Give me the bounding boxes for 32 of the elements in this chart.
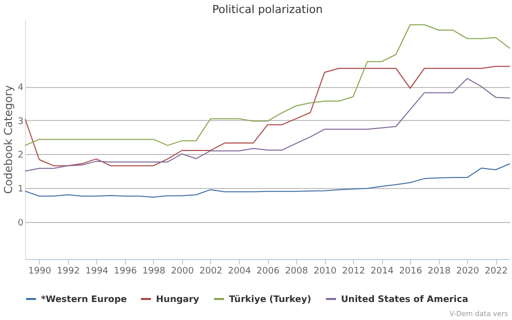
x-tick-label: 2022 [484, 266, 508, 276]
x-tick-label: 1998 [142, 266, 166, 276]
y-tick-label: 0 [18, 218, 24, 228]
line-series [25, 78, 510, 172]
line-series [25, 163, 510, 198]
legend-label: *Western Europe [41, 295, 127, 305]
x-tick-label: 1990 [28, 266, 52, 276]
line-series [25, 24, 510, 146]
x-tick-label: 1994 [85, 266, 109, 276]
x-tick-label: 2010 [314, 266, 337, 276]
x-tick-label: 2008 [285, 266, 308, 276]
y-tick-label: 2 [18, 150, 24, 161]
x-tick-label: 2002 [199, 266, 222, 276]
x-tick-label: 1992 [56, 266, 80, 276]
legend-label: Türkiye (Turkey) [229, 295, 312, 305]
y-tick-label: 4 [18, 83, 24, 94]
legend-label: Hungary [156, 295, 200, 305]
line-series [25, 66, 510, 166]
legend-label: United States of America [341, 295, 468, 305]
x-tick-label: 2018 [428, 266, 451, 276]
y-tick-label: 3 [18, 116, 24, 127]
y-tick-label: 1 [18, 184, 24, 195]
x-tick-label: 2012 [342, 266, 366, 276]
y-axis-title: Codebook Category [2, 84, 15, 194]
x-tick-label: 2016 [399, 266, 422, 276]
chart-title: Political polarization [212, 3, 323, 16]
x-tick-label: 2006 [256, 266, 280, 276]
x-tick-label: 1996 [114, 266, 138, 276]
x-tick-label: 2000 [170, 266, 194, 276]
x-tick-label: 2020 [456, 266, 480, 276]
x-tick-label: 2004 [228, 266, 252, 276]
x-tick-label: 2014 [370, 266, 394, 276]
